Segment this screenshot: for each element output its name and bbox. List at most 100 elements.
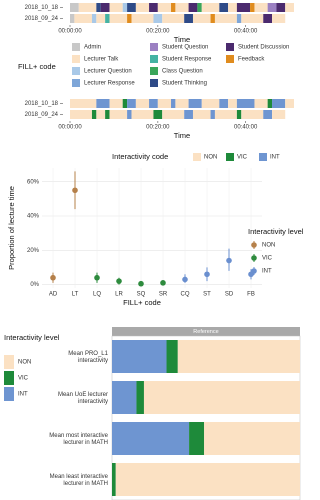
legend-title: FILL+ code — [18, 62, 56, 71]
legend-label: INT — [270, 155, 280, 161]
legend-label: Student Question — [162, 45, 208, 51]
mean-point — [204, 271, 210, 278]
bar-segment — [136, 381, 144, 414]
segment — [131, 14, 154, 23]
segment — [127, 3, 136, 12]
legend-swatch — [226, 43, 234, 51]
figure: 2018_10_18 2018_09_24 00:00:00 00:20:00 00:4… — [4, 3, 304, 500]
segment — [162, 14, 185, 23]
segment — [276, 3, 286, 12]
x-tick-label: 00:40:00 — [234, 125, 258, 131]
segment — [122, 3, 128, 12]
x-tick-label: 00:20:00 — [146, 125, 170, 131]
segment — [254, 3, 268, 12]
mean-point — [138, 280, 144, 287]
legend-swatch — [72, 79, 80, 87]
legend-label: Class Question — [162, 69, 203, 75]
segment — [157, 3, 172, 12]
segment — [192, 14, 211, 23]
segment — [201, 3, 220, 12]
mean-point — [50, 274, 56, 281]
segment — [267, 99, 273, 108]
bar-segment — [143, 381, 300, 414]
category-label-box: Mean least interactive lecturer in MATH — [49, 473, 108, 487]
y-tick-label: 40% — [27, 214, 40, 220]
y-axis-title: Proportion of lecture time — [7, 186, 16, 270]
segment — [250, 3, 255, 12]
segment — [70, 14, 75, 23]
y-tick-label: 20% — [27, 248, 40, 254]
legend-label: INT — [18, 392, 28, 398]
segment — [157, 99, 172, 108]
row-label: 2018_09_24 — [25, 16, 59, 22]
segment — [70, 99, 97, 108]
mean-point — [116, 278, 122, 284]
segment — [214, 110, 237, 119]
x-axis-title: Time — [174, 35, 190, 44]
legend-key — [251, 268, 257, 274]
segment — [285, 99, 294, 108]
x-tick-label: SR — [159, 292, 168, 298]
segment — [74, 14, 92, 23]
legend-label: Student Discussion — [238, 45, 289, 51]
legend-label: NON — [262, 243, 275, 249]
segment — [236, 14, 242, 23]
legend-label: Lecturer Talk — [84, 57, 119, 63]
category-label-box: Mean UoE lecturer interactivity — [57, 391, 108, 405]
legend-swatch — [72, 55, 80, 63]
segment — [210, 110, 215, 119]
legend-label: INT — [262, 269, 272, 275]
segment — [127, 14, 132, 23]
segment — [96, 14, 106, 23]
legend-label: VIC — [262, 256, 273, 262]
legend-label: NON — [204, 155, 217, 161]
segment — [100, 3, 110, 12]
segment — [228, 99, 237, 108]
segment — [236, 99, 255, 108]
legend-swatch — [259, 153, 267, 161]
segment — [197, 3, 202, 12]
segment — [272, 110, 286, 119]
segment — [153, 110, 163, 119]
x-tick-label: CQ — [181, 292, 190, 298]
y-tick-label: Mean least interactive lecturer in MATH — [49, 473, 108, 487]
segment — [91, 110, 97, 119]
segment — [184, 110, 193, 119]
segment — [127, 110, 132, 119]
segment — [96, 99, 110, 108]
legend-swatch — [72, 67, 80, 75]
x-tick-label: SD — [225, 292, 234, 298]
y-tick-label: 60% — [27, 179, 40, 185]
panel-label: Reference — [193, 329, 218, 335]
legend-swatch — [4, 387, 14, 401]
row-label: 2018_10_18 — [25, 101, 59, 107]
segment — [171, 99, 176, 108]
segment — [109, 14, 128, 23]
legend-label: NON — [18, 360, 31, 366]
segment — [241, 110, 264, 119]
segment — [105, 110, 110, 119]
y-tick-label: Mean UoE lecturer interactivity — [57, 391, 108, 405]
legend-swatch — [72, 43, 80, 51]
x-tick-label: 00:20:00 — [146, 29, 170, 35]
x-axis-title: FILL+ code — [123, 298, 161, 307]
segment — [263, 110, 273, 119]
legend-label: Student Thinking — [162, 81, 207, 87]
segment — [272, 99, 286, 108]
segment — [267, 3, 277, 12]
legend-swatch — [226, 153, 234, 161]
segment — [201, 99, 220, 108]
segment — [105, 14, 110, 23]
legend-key — [251, 255, 257, 261]
segment — [228, 3, 237, 12]
bar-segment — [112, 463, 116, 496]
x-tick-label: 00:00:00 — [58, 29, 82, 35]
legend-swatch — [150, 55, 158, 63]
legend-label: Admin — [84, 45, 101, 51]
mean-point — [226, 257, 232, 264]
segment — [219, 99, 229, 108]
segment — [241, 14, 264, 23]
segment — [254, 99, 268, 108]
legend-label: Feedback — [238, 57, 265, 63]
x-tick-label: ST — [203, 292, 211, 298]
